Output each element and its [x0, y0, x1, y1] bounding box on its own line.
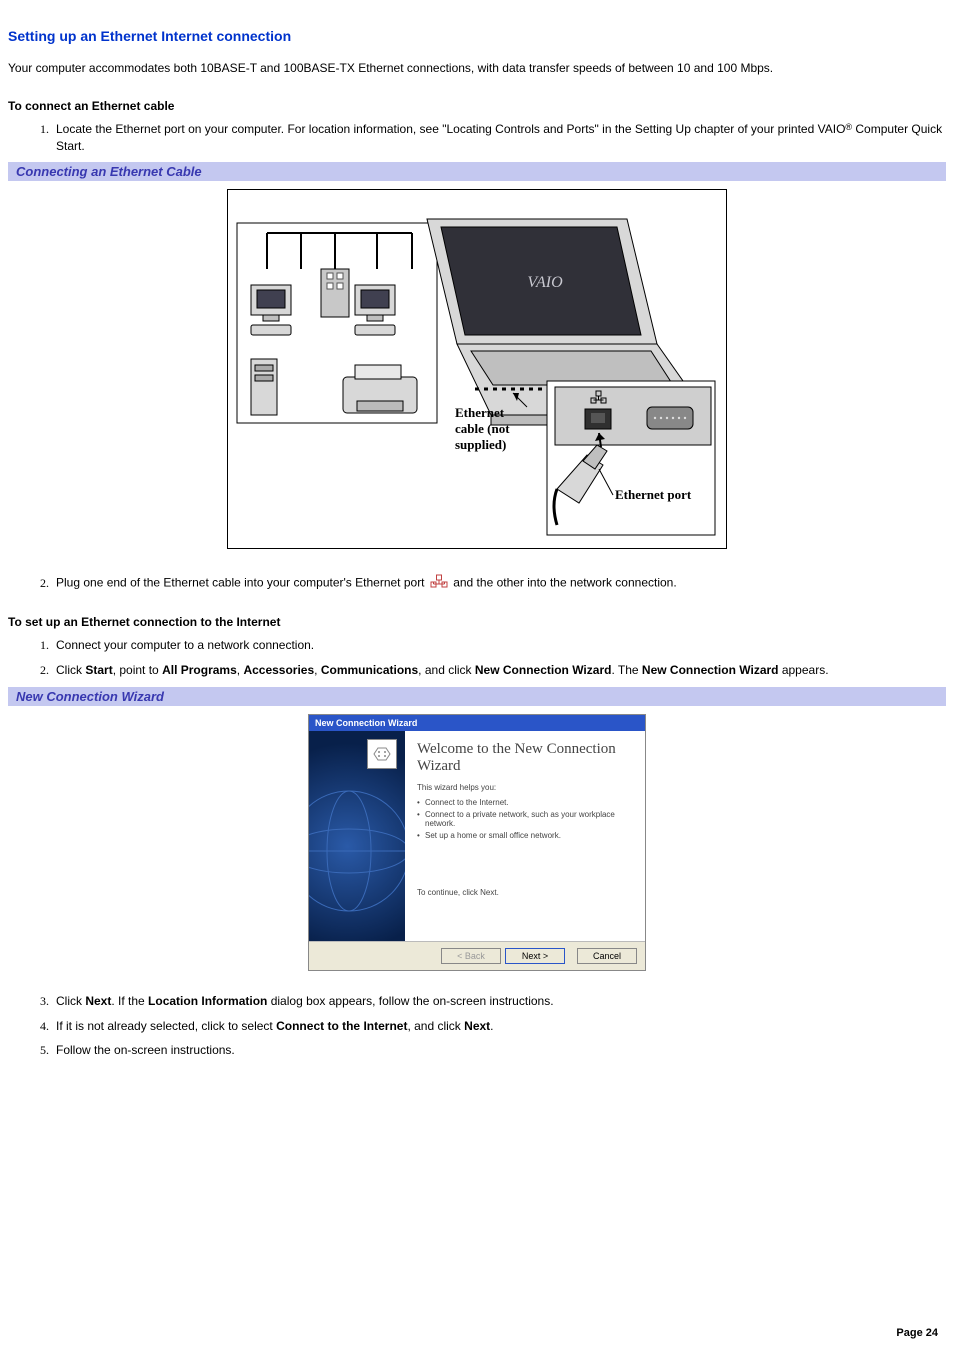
s2-t3: , [314, 663, 321, 677]
section2-heading: To set up an Ethernet connection to the … [8, 615, 946, 629]
wizard-body: Welcome to the New Connection Wizard Thi… [309, 731, 645, 941]
s2-b5: New Connection Wizard [475, 663, 612, 677]
wizard-continue: To continue, click Next. [417, 888, 633, 897]
wizard-side-graphic [309, 731, 405, 941]
section1-step1: Locate the Ethernet port on your compute… [52, 121, 946, 155]
figure-ethernet-cable: VAIO Ethernet cable (not supplied) [8, 189, 946, 552]
section2-step1: Connect your computer to a network conne… [52, 637, 946, 654]
section1-list: Locate the Ethernet port on your compute… [8, 121, 946, 155]
s2-t6: appears. [779, 663, 829, 677]
s2-t5: . The [611, 663, 641, 677]
s3-b2: Location Information [148, 994, 267, 1008]
section2-step4: If it is not already selected, click to … [52, 1018, 946, 1035]
ethernet-diagram-svg: VAIO Ethernet cable (not supplied) [227, 189, 727, 549]
s3-t1: . If the [111, 994, 148, 1008]
s2-b2: All Programs [162, 663, 237, 677]
s4-t1: , and click [407, 1019, 464, 1033]
s3-pre: Click [56, 994, 85, 1008]
section2-step3: Click Next. If the Location Information … [52, 993, 946, 1010]
wizard-sub: This wizard helps you: [417, 783, 633, 792]
callout-wizard: New Connection Wizard [8, 687, 946, 706]
wizard-bullet-3: Set up a home or small office network. [417, 831, 633, 840]
wizard-titlebar: New Connection Wizard [309, 715, 645, 731]
wizard-main: Welcome to the New Connection Wizard Thi… [405, 731, 645, 941]
section1-heading: To connect an Ethernet cable [8, 99, 946, 113]
wizard-next-button[interactable]: Next > [505, 948, 565, 964]
section2-list: Connect your computer to a network conne… [8, 637, 946, 679]
wizard-button-row: < BackNext > Cancel [309, 941, 645, 970]
figure-wizard: New Connection Wizard Welcome to the New… [8, 714, 946, 971]
s2-pre: Click [56, 663, 85, 677]
s2-b3: Accessories [243, 663, 314, 677]
wizard-back-button[interactable]: < Back [441, 948, 501, 964]
wizard-bullet-1: Connect to the Internet. [417, 798, 633, 807]
s2-b6: New Connection Wizard [642, 663, 779, 677]
page-number: Page 24 [896, 1327, 938, 1339]
callout-ethernet-cable: Connecting an Ethernet Cable [8, 162, 946, 181]
s2-t1: , point to [113, 663, 162, 677]
s4-b2: Next [464, 1019, 490, 1033]
wizard-bullet-2: Connect to a private network, such as yo… [417, 810, 633, 828]
ethernet-port-icon [430, 574, 448, 593]
wizard-cancel-button[interactable]: Cancel [577, 948, 637, 964]
wizard-window: New Connection Wizard Welcome to the New… [308, 714, 646, 971]
s4-pre: If it is not already selected, click to … [56, 1019, 276, 1033]
page-title: Setting up an Ethernet Internet connecti… [8, 28, 946, 44]
label-ethernet-cable-l3: supplied) [455, 437, 506, 452]
intro-paragraph: Your computer accommodates both 10BASE-T… [8, 60, 946, 77]
wizard-side-icon [367, 739, 397, 769]
s2-b4: Communications [321, 663, 418, 677]
s3-t2: dialog box appears, follow the on-screen… [267, 994, 553, 1008]
section2-list-cont: Click Next. If the Location Information … [8, 993, 946, 1059]
section1-step2-post: and the other into the network connectio… [453, 576, 676, 590]
section1-step1-pre: Locate the Ethernet port on your compute… [56, 122, 845, 136]
wizard-heading: Welcome to the New Connection Wizard [417, 741, 633, 776]
wizard-bullets: Connect to the Internet. Connect to a pr… [417, 798, 633, 840]
label-ethernet-cable-l2: cable (not [455, 421, 510, 436]
s4-b1: Connect to the Internet [276, 1019, 407, 1033]
s3-b1: Next [85, 994, 111, 1008]
label-ethernet-port: Ethernet port [615, 487, 692, 502]
label-ethernet-cable-l1: Ethernet [455, 405, 505, 420]
section2-step5: Follow the on-screen instructions. [52, 1042, 946, 1059]
section1-step2-pre: Plug one end of the Ethernet cable into … [56, 576, 428, 590]
laptop-brand-text: VAIO [527, 274, 563, 291]
s2-t4: , and click [418, 663, 475, 677]
section1-list-cont: Plug one end of the Ethernet cable into … [8, 574, 946, 593]
s2-b1: Start [85, 663, 112, 677]
section1-step2: Plug one end of the Ethernet cable into … [52, 574, 946, 593]
section2-step2: Click Start, point to All Programs, Acce… [52, 662, 946, 679]
s4-t2: . [490, 1019, 493, 1033]
